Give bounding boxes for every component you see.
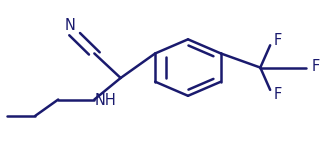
Text: F: F bbox=[274, 33, 282, 48]
Text: N: N bbox=[64, 18, 75, 33]
Text: F: F bbox=[311, 59, 319, 74]
Text: NH: NH bbox=[94, 93, 116, 108]
Text: F: F bbox=[274, 87, 282, 102]
